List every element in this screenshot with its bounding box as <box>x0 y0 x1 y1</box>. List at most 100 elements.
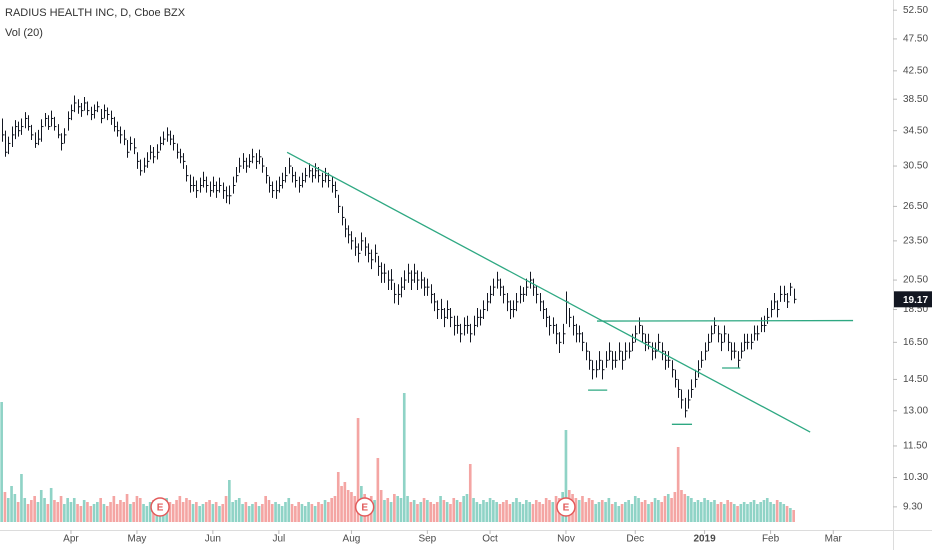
volume-bar <box>432 504 436 522</box>
volume-bar <box>670 498 673 522</box>
volume-bar <box>343 482 347 522</box>
volume-bar <box>617 506 621 522</box>
volume-bar <box>56 502 60 522</box>
volume-bar <box>498 504 502 522</box>
y-tick-label: 38.50 <box>903 94 928 105</box>
volume-bar <box>178 496 182 522</box>
volume-bar <box>112 496 116 522</box>
volume-bar <box>280 506 284 522</box>
volume-bar <box>221 504 225 522</box>
volume-bar <box>577 500 581 522</box>
volume-bar <box>185 498 188 522</box>
volume-bar <box>762 500 766 522</box>
volume-bar <box>657 500 660 522</box>
volume-bar <box>468 464 472 522</box>
last-price-box <box>894 291 932 308</box>
volume-bar <box>663 496 667 522</box>
volume-bar <box>10 486 13 522</box>
volume-bar <box>3 492 7 522</box>
volume-bar <box>789 508 792 522</box>
volume-bar <box>261 504 264 522</box>
volume-bar <box>584 502 588 522</box>
volume-bar <box>597 502 601 522</box>
volume-bar <box>495 502 498 522</box>
volume-bar <box>742 502 746 522</box>
volume-bar <box>607 498 611 522</box>
volume-bar <box>36 502 40 522</box>
volume-bar <box>389 502 393 522</box>
volume-bar <box>241 504 244 522</box>
volume-bar <box>416 504 419 522</box>
y-tick-label: 23.50 <box>903 236 928 247</box>
y-tick-label: 10.30 <box>903 472 928 483</box>
volume-bar <box>59 496 63 522</box>
volume-bar <box>373 500 376 522</box>
volume-bar <box>676 447 680 522</box>
volume-bar <box>102 504 106 522</box>
volume-bar <box>640 502 644 522</box>
volume-bar <box>752 500 756 522</box>
volume-bar <box>211 504 215 522</box>
volume-bar <box>86 502 89 522</box>
volume-bar <box>119 500 122 522</box>
volume-bar <box>297 502 300 522</box>
volume-bar <box>459 502 462 522</box>
volume-bar <box>142 504 145 522</box>
volume-bar <box>39 490 43 522</box>
volume-bar <box>706 500 710 522</box>
y-tick-label: 13.00 <box>903 405 928 416</box>
volume-bar <box>683 494 687 522</box>
volume-bar <box>462 496 465 522</box>
volume-bar <box>277 504 281 522</box>
volume-bar <box>600 500 604 522</box>
volume-bar <box>181 502 185 522</box>
y-tick-label: 16.50 <box>903 337 928 348</box>
volume-label: Vol (20) <box>5 27 43 39</box>
volume-bar <box>442 500 446 522</box>
volume-bar <box>33 496 36 522</box>
volume-bar <box>647 504 650 522</box>
volume-bar <box>237 498 241 522</box>
volume-bar <box>690 498 693 522</box>
volume-bar <box>541 504 545 522</box>
volume-bar <box>412 500 416 522</box>
volume-bar <box>429 502 432 522</box>
volume-bar <box>749 502 753 522</box>
volume-bar <box>6 498 10 522</box>
volume-bar <box>244 502 248 522</box>
volume-bar <box>0 402 3 522</box>
volume-bar <box>693 502 696 522</box>
volume-bar <box>72 498 76 522</box>
volume-bar <box>633 496 637 522</box>
volume-bar <box>534 500 538 522</box>
volume-bar <box>525 500 528 522</box>
volume-bar <box>756 504 759 522</box>
volume-bar <box>402 393 406 522</box>
volume-bar <box>709 502 713 522</box>
volume-bar <box>82 500 86 522</box>
volume-bar <box>122 502 126 522</box>
volume-bar <box>214 502 218 522</box>
volume-bar <box>435 502 439 522</box>
volume-bar <box>637 498 640 522</box>
volume-bar <box>614 502 617 522</box>
volume-bar <box>666 494 670 522</box>
x-tick-label: 2019 <box>693 534 716 545</box>
volume-bar <box>501 502 505 522</box>
volume-bar <box>610 504 614 522</box>
volume-bar <box>399 498 403 522</box>
x-tick-label: Mar <box>825 534 843 545</box>
y-tick-label: 34.50 <box>903 125 928 136</box>
x-tick-label: May <box>127 534 146 545</box>
volume-bar <box>26 504 30 522</box>
volume-bar <box>772 504 776 522</box>
volume-bar <box>168 502 172 522</box>
volume-bar <box>643 500 647 522</box>
volume-bar <box>254 502 258 522</box>
volume-bar <box>307 502 310 522</box>
volume-bar <box>175 500 178 522</box>
volume-bar <box>511 502 515 522</box>
volume-bar <box>624 502 627 522</box>
volume-bar <box>699 502 703 522</box>
volume-bar <box>472 498 475 522</box>
